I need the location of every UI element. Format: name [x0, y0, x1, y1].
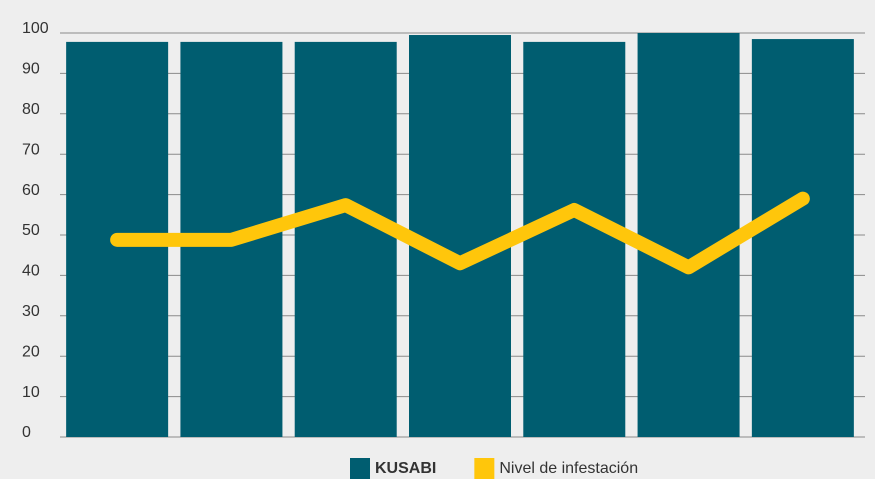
y-tick-label: 90 — [22, 61, 40, 78]
legend-swatch — [474, 458, 495, 479]
bar — [751, 39, 854, 438]
y-tick-label: 10 — [22, 384, 40, 401]
y-tick-label: 70 — [22, 141, 40, 158]
y-tick-label: 30 — [22, 303, 40, 320]
y-tick-label: 0 — [22, 424, 31, 441]
y-tick-label: 80 — [22, 101, 40, 118]
bar — [637, 33, 740, 437]
bar — [523, 41, 626, 437]
y-tick-label: 100 — [22, 20, 49, 37]
legend-label: KUSABI — [375, 460, 436, 477]
y-tick-label: 60 — [22, 182, 40, 199]
bar — [409, 35, 511, 438]
legend-swatch — [350, 458, 370, 479]
legend-label: Nivel de infestación — [499, 460, 638, 477]
y-tick-label: 50 — [22, 222, 40, 239]
y-tick-label: 40 — [22, 263, 40, 280]
bar — [294, 41, 397, 437]
y-tick-label: 20 — [22, 343, 40, 360]
line — [110, 191, 810, 275]
